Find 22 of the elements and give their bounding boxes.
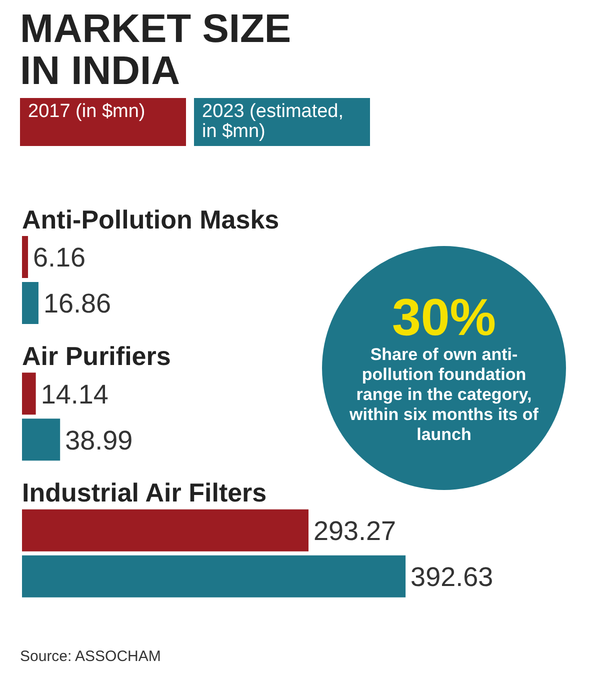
annotation: 30% <box>392 289 496 347</box>
text: 2017 (in $mn) <box>20 98 186 146</box>
bar <box>22 236 28 278</box>
data-label: 38.99 <box>65 425 133 456</box>
text: 2023 (estimated, in $mn) <box>194 98 370 146</box>
data-label: 16.86 <box>43 288 112 319</box>
chart-title: MARKET SIZE IN INDIA <box>19 6 292 93</box>
bar <box>22 372 36 415</box>
data-label: 293.27 <box>313 516 396 546</box>
bar <box>22 418 60 461</box>
y-tick-label: Industrial Air Filters <box>22 478 267 508</box>
data-label: 14.14 <box>40 379 108 410</box>
data-label: 6.16 <box>33 242 86 273</box>
source-note: Source: ASSOCHAM <box>20 648 161 665</box>
y-tick-label: Anti-Pollution Masks <box>22 204 280 234</box>
y-tick-label: Air Purifiers <box>22 341 171 371</box>
circle-badge: 30% Share of own anti-pollution foundation range in the category, within six months its of launch <box>322 246 566 490</box>
bar <box>22 555 406 598</box>
annotation: Share of own anti-pollution foundation range in the category, within six months its of launch <box>348 345 540 445</box>
bar <box>22 282 38 324</box>
data-label: 392.63 <box>410 562 494 592</box>
bar <box>22 509 308 552</box>
